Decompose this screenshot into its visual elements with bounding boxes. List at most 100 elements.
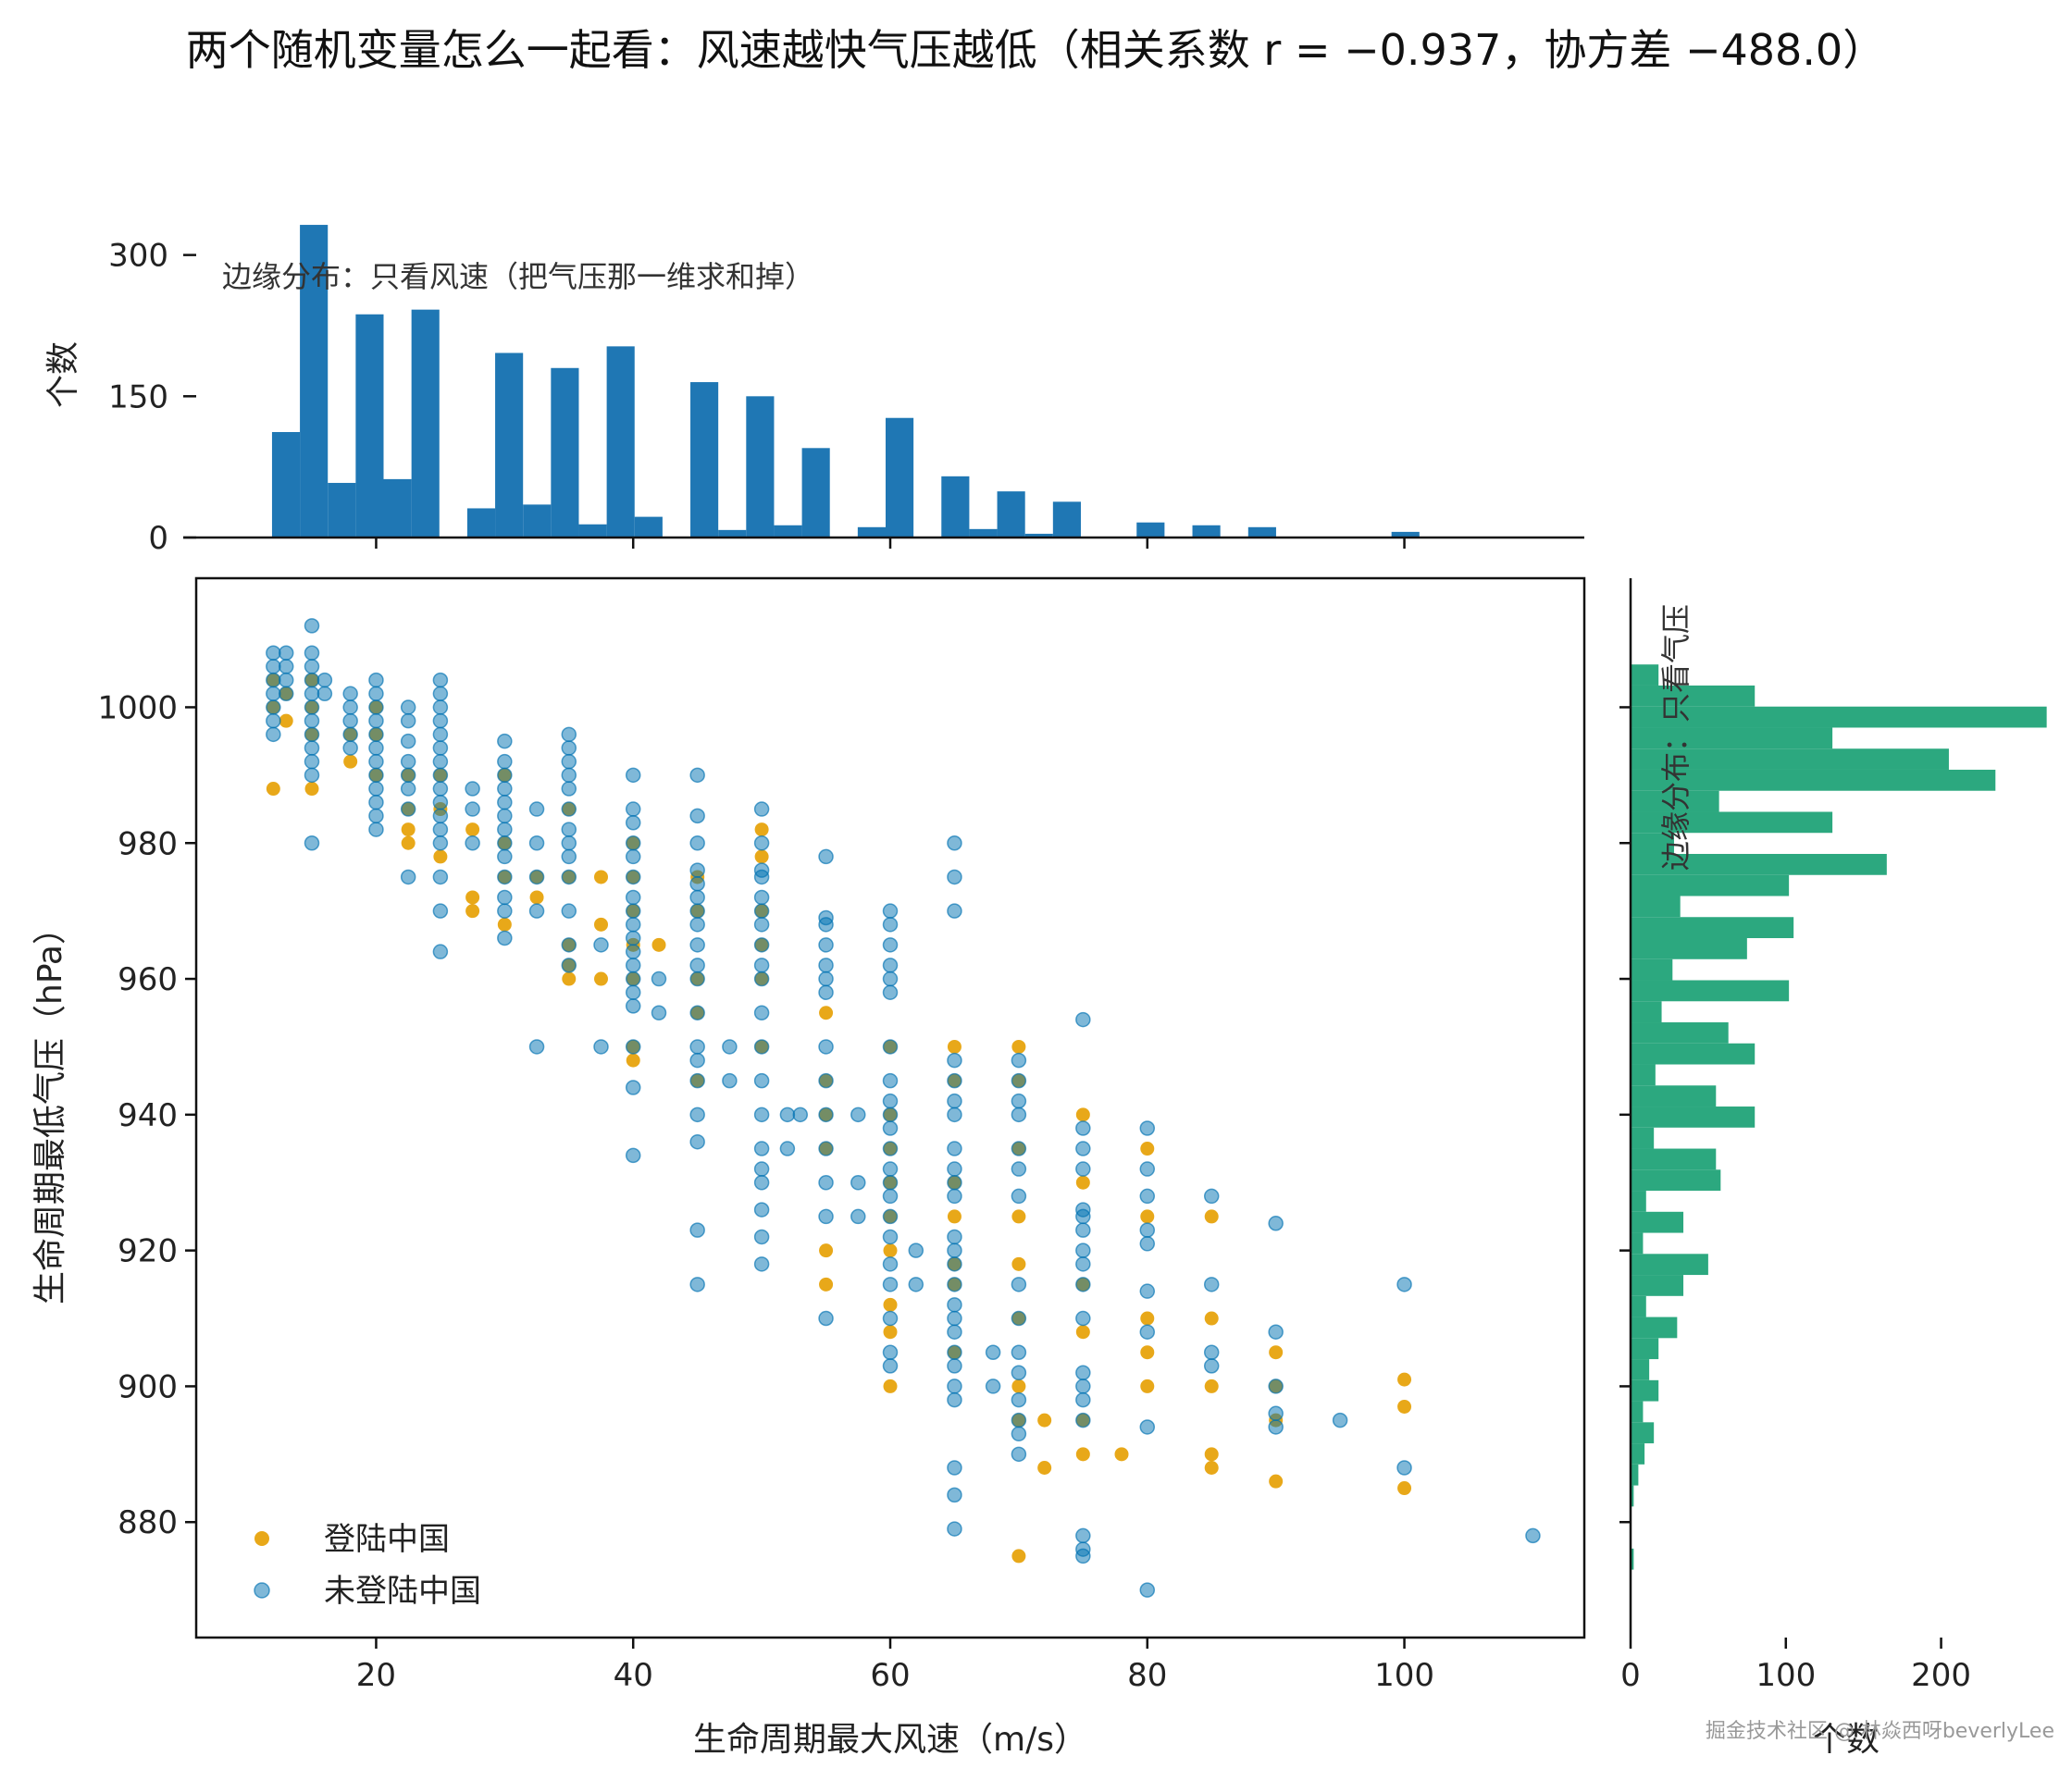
point-not-landed (497, 822, 513, 837)
hist-bar (383, 478, 412, 538)
point-not-landed (818, 1039, 834, 1055)
point-not-landed (342, 712, 358, 729)
y-tick-label: 150 (108, 378, 168, 415)
point-not-landed (304, 753, 320, 770)
point-not-landed (625, 889, 641, 906)
point-not-landed (625, 1080, 641, 1095)
point-not-landed (432, 781, 449, 797)
point-not-landed (1011, 1391, 1027, 1408)
point-not-landed (278, 659, 294, 674)
point-landed (1037, 1413, 1052, 1428)
point-not-landed (497, 767, 513, 784)
point-not-landed (908, 1243, 924, 1258)
point-not-landed (908, 1277, 924, 1292)
point-not-landed (753, 801, 770, 817)
point-not-landed (753, 835, 770, 851)
point-not-landed (400, 733, 416, 749)
hist-bar (1631, 853, 1887, 875)
point-landed (883, 1243, 898, 1258)
legend-label-not-landed: 未登陆中国 (324, 1573, 481, 1610)
point-not-landed (465, 835, 480, 851)
point-not-landed (342, 740, 358, 756)
point-not-landed (753, 1256, 770, 1272)
point-not-landed (278, 645, 294, 661)
point-not-landed (947, 1107, 962, 1123)
hist-bar (1631, 1443, 1645, 1465)
point-landed (343, 754, 358, 769)
point-not-landed (1268, 1419, 1284, 1435)
point-not-landed (1075, 1527, 1091, 1544)
point-not-landed (753, 917, 770, 933)
hist-bar (300, 225, 329, 538)
point-not-landed (1011, 1072, 1027, 1089)
point-not-landed (625, 801, 641, 817)
point-not-landed (266, 712, 281, 729)
x-axis-label: 个数 (1813, 1721, 1880, 1759)
point-not-landed (882, 1039, 899, 1055)
point-not-landed (1525, 1527, 1541, 1544)
x-axis-label: 生命周期最大风速（m/s） (693, 1721, 1087, 1759)
point-not-landed (947, 1297, 962, 1313)
point-not-landed (689, 889, 705, 906)
point-landed (754, 822, 769, 837)
point-not-landed (651, 971, 667, 987)
hist-bar (1631, 1169, 1721, 1192)
hist-bar (1631, 833, 1674, 854)
point-not-landed (625, 998, 641, 1014)
point-not-landed (1203, 1344, 1220, 1360)
point-not-landed (850, 1107, 866, 1123)
point-not-landed (432, 869, 449, 885)
point-not-landed (625, 848, 641, 865)
point-not-landed (266, 672, 281, 688)
point-not-landed (432, 686, 449, 702)
point-not-landed (818, 1310, 834, 1327)
y-tick-label: 920 (118, 1233, 178, 1270)
y-tick-label: 0 (148, 520, 168, 557)
hist-bar (523, 504, 552, 538)
watermark: 掘金技术社区 @ 林焱西呀beverlyLee (1706, 1720, 2054, 1743)
point-not-landed (722, 1039, 738, 1055)
point-not-landed (497, 781, 513, 797)
point-not-landed (528, 1039, 545, 1055)
point-landed (465, 890, 480, 905)
point-not-landed (1075, 1310, 1091, 1327)
point-not-landed (947, 1072, 962, 1089)
hist-bar (1631, 748, 1949, 770)
point-not-landed (266, 699, 281, 715)
point-not-landed (266, 686, 281, 702)
point-not-landed (625, 930, 641, 946)
point-landed (594, 870, 608, 884)
point-landed (819, 1006, 834, 1020)
point-not-landed (689, 903, 705, 919)
point-not-landed (1268, 1379, 1284, 1394)
point-not-landed (882, 1120, 899, 1136)
point-not-landed (947, 835, 962, 851)
point-not-landed (368, 767, 384, 784)
point-not-landed (432, 712, 449, 729)
y-tick-label: 1000 (97, 689, 178, 726)
point-not-landed (1075, 1379, 1091, 1394)
y-tick-label: 880 (118, 1504, 178, 1541)
point-not-landed (689, 937, 705, 953)
point-not-landed (1011, 1426, 1027, 1442)
point-landed (594, 971, 608, 986)
hist-bar (1024, 533, 1053, 538)
point-not-landed (882, 1208, 899, 1225)
point-not-landed (625, 917, 641, 933)
point-not-landed (1203, 1277, 1220, 1292)
point-not-landed (689, 917, 705, 933)
point-not-landed (465, 801, 480, 817)
point-not-landed (368, 699, 384, 715)
point-landed (1204, 1379, 1219, 1393)
point-not-landed (304, 672, 320, 688)
hist-bar (1631, 1107, 1756, 1128)
point-not-landed (400, 869, 416, 885)
hist-bar (886, 417, 914, 538)
point-not-landed (947, 1277, 962, 1292)
point-not-landed (593, 937, 609, 953)
point-not-landed (651, 1005, 667, 1020)
point-not-landed (818, 1141, 834, 1156)
point-not-landed (1075, 1412, 1091, 1428)
point-landed (1204, 1461, 1219, 1476)
